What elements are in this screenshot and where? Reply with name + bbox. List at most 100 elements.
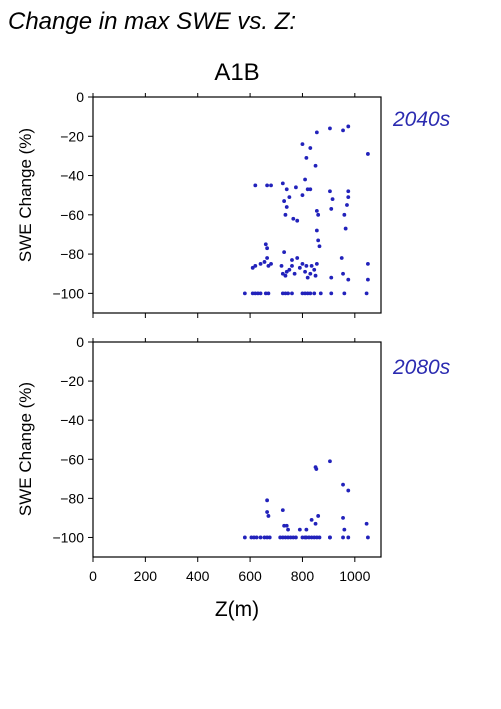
data-point — [366, 152, 370, 156]
data-point — [314, 208, 319, 213]
data-point — [316, 212, 321, 217]
data-point — [312, 291, 317, 296]
data-point — [292, 271, 297, 276]
data-point — [279, 263, 284, 268]
figure-heading: Change in max SWE vs. Z: — [8, 8, 296, 35]
data-point — [346, 189, 351, 194]
y-tick-label: −100 — [52, 529, 84, 545]
data-point — [286, 527, 290, 532]
data-point — [283, 291, 288, 296]
data-point — [308, 187, 313, 192]
data-point — [287, 195, 292, 200]
data-point — [341, 482, 345, 487]
data-point — [265, 246, 270, 251]
x-tick-label: 400 — [186, 568, 210, 584]
data-point — [300, 142, 305, 147]
data-point — [283, 535, 288, 540]
data-point — [314, 467, 319, 471]
data-point — [294, 535, 298, 540]
data-point — [290, 263, 294, 268]
data-point — [288, 535, 293, 540]
data-point — [313, 273, 318, 278]
y-tick-label: −20 — [60, 373, 84, 389]
data-point — [258, 262, 263, 266]
y-tick-label: −40 — [60, 412, 84, 428]
data-point — [269, 262, 273, 266]
data-point — [253, 263, 258, 268]
x-axis-label: Z(m) — [215, 598, 259, 621]
data-point — [303, 291, 307, 296]
data-point — [250, 265, 255, 270]
data-point — [297, 265, 302, 270]
x-tick-label: 200 — [134, 568, 158, 584]
data-point — [282, 199, 287, 203]
data-point — [300, 535, 305, 540]
data-point — [304, 535, 309, 540]
data-point — [269, 183, 273, 188]
data-point — [314, 130, 319, 135]
data-point — [256, 291, 260, 296]
data-point — [328, 535, 332, 540]
data-point — [329, 291, 334, 296]
data-point — [253, 291, 258, 296]
data-point — [314, 535, 319, 540]
y-tick-label: −40 — [60, 168, 84, 184]
y-tick-label: −80 — [60, 246, 84, 262]
data-point — [329, 275, 334, 280]
data-point — [366, 277, 370, 282]
data-point — [286, 535, 290, 540]
data-point — [313, 163, 318, 168]
data-point — [329, 207, 334, 211]
data-point — [266, 291, 271, 296]
data-point — [312, 535, 317, 540]
data-point — [278, 535, 283, 540]
data-point — [346, 535, 351, 540]
data-point — [282, 250, 287, 255]
panel-2080s: 0 −20 −40 −60 −80 −100 0 200 400 600 800 1000 SWE … — [16, 334, 451, 621]
data-point — [346, 124, 351, 129]
data-point — [266, 514, 271, 518]
x-tick-label: 800 — [291, 568, 315, 584]
data-point — [308, 146, 313, 150]
data-point — [308, 271, 313, 276]
data-point — [254, 535, 259, 540]
data-point — [284, 523, 289, 528]
data-point — [309, 517, 314, 522]
data-point — [314, 228, 319, 233]
data-point — [346, 277, 351, 282]
data-point — [267, 535, 272, 540]
data-point — [328, 126, 332, 131]
data-point — [304, 263, 309, 268]
data-point — [328, 459, 332, 464]
data-point — [294, 185, 298, 190]
data-point — [300, 262, 305, 266]
y-tick-label: −20 — [60, 128, 84, 144]
data-point — [265, 510, 270, 514]
data-point — [280, 535, 285, 540]
data-point — [304, 155, 309, 160]
data-point — [316, 238, 321, 243]
data-point — [280, 271, 285, 276]
data-point — [341, 535, 345, 540]
panel-2040s: 0 −20 −40 −60 −80 −100 SWE Change (%) 2040s — [16, 89, 451, 318]
data-point — [283, 212, 288, 217]
x-tick-label: 1000 — [339, 568, 370, 584]
data-point — [284, 187, 289, 192]
data-point — [287, 267, 292, 272]
data-point — [309, 535, 314, 540]
y-axis-label: SWE Change (%) — [16, 128, 35, 262]
data-point — [284, 205, 289, 209]
y-tick-label: −80 — [60, 490, 84, 506]
data-point — [346, 195, 351, 200]
data-point — [309, 263, 314, 268]
period-label: 2040s — [392, 108, 451, 131]
data-point — [290, 258, 294, 262]
data-point — [252, 535, 256, 540]
data-point — [242, 535, 247, 540]
y-tick-label: 0 — [76, 89, 84, 105]
plot-frame — [92, 96, 382, 314]
data-point — [342, 291, 347, 296]
data-point — [295, 218, 300, 223]
data-point — [284, 269, 289, 274]
